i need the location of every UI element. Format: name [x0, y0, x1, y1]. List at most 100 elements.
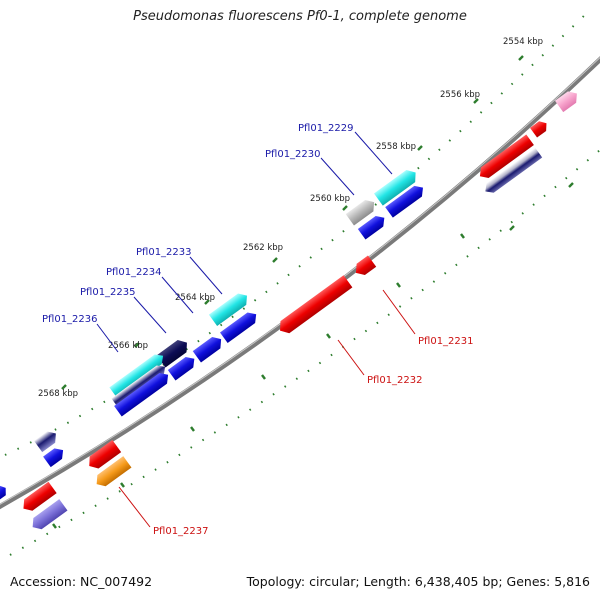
gene-label-pfl01-2234[interactable]: Pfl01_2234	[106, 267, 162, 278]
gene-block[interactable]	[109, 351, 166, 398]
gene-block[interactable]	[357, 213, 388, 240]
gene-label-pfl01-2236[interactable]: Pfl01_2236	[42, 314, 98, 325]
ruler-label: 2556 kbp	[440, 90, 480, 100]
gene-block-shape[interactable]	[276, 275, 353, 337]
major-ticks	[52, 55, 574, 529]
tick-mark	[61, 384, 67, 390]
gene-block[interactable]	[345, 197, 378, 226]
gene-block-shape[interactable]	[111, 362, 168, 409]
leader-line	[337, 339, 365, 376]
tick-mark	[261, 374, 266, 380]
outer-ruler-track	[4, 9, 591, 456]
gene-block[interactable]	[208, 290, 251, 327]
gene-block-shape[interactable]	[93, 456, 132, 490]
gene-block[interactable]	[33, 428, 60, 453]
gene-block[interactable]	[352, 255, 377, 278]
gene-block[interactable]	[85, 439, 122, 472]
gene-block-shape[interactable]	[530, 118, 550, 138]
gene-block-shape[interactable]	[43, 445, 67, 468]
tick-mark	[134, 342, 140, 348]
tick-mark	[396, 282, 401, 288]
gene-block-shape[interactable]	[114, 370, 172, 417]
gene-block-shape[interactable]	[385, 182, 427, 218]
gene-block[interactable]	[43, 445, 67, 468]
tick-mark	[190, 426, 195, 432]
gene-block-shape[interactable]	[192, 334, 225, 363]
gene-label-pfl01-2231[interactable]: Pfl01_2231	[418, 336, 474, 347]
gene-block-shape[interactable]	[352, 255, 377, 278]
leader-line	[96, 323, 119, 353]
gene-block-shape[interactable]	[345, 197, 378, 226]
gene-block[interactable]	[192, 334, 225, 363]
gene-block-shape[interactable]	[208, 290, 251, 327]
ruler-label: 2568 kbp	[38, 389, 78, 399]
tick-mark	[326, 333, 331, 339]
leader-line	[161, 276, 194, 314]
gene-block-shape[interactable]	[19, 481, 57, 514]
gene-block[interactable]	[373, 166, 420, 206]
gene-block-shape[interactable]	[373, 166, 420, 206]
tick-mark	[473, 98, 479, 104]
gene-block-shape[interactable]	[29, 499, 68, 533]
accession-label: Accession: NC_007492	[10, 574, 153, 589]
gene-block-shape[interactable]	[476, 134, 534, 182]
leader-line	[133, 296, 167, 334]
inner-ruler-track	[9, 149, 600, 556]
tick-mark	[342, 205, 348, 211]
gene-labels: Pfl01_2229 Pfl01_2230 Pfl01_2233 Pfl01_2…	[42, 123, 474, 537]
gene-block-shape[interactable]	[167, 354, 198, 381]
gene-block[interactable]	[219, 309, 260, 344]
ruler-label: 2558 kbp	[376, 142, 416, 152]
tick-mark	[568, 182, 574, 188]
gene-block[interactable]	[114, 370, 172, 417]
gene-block[interactable]	[0, 483, 9, 501]
gene-block-shape[interactable]	[219, 309, 260, 344]
gene-label-pfl01-2233[interactable]: Pfl01_2233	[136, 247, 192, 258]
gene-block[interactable]	[482, 147, 543, 197]
gene-block[interactable]	[385, 182, 427, 218]
gene-label-pfl01-2229[interactable]: Pfl01_2229	[298, 123, 354, 134]
ruler-label: 2564 kbp	[175, 293, 215, 303]
gene-block-shape[interactable]	[482, 147, 543, 197]
gene-block[interactable]	[476, 134, 534, 182]
gene-block[interactable]	[19, 481, 57, 514]
gene-block-shape[interactable]	[0, 483, 9, 501]
genome-summary-label: Topology: circular; Length: 6,438,405 bp…	[246, 574, 590, 589]
gene-block[interactable]	[276, 275, 353, 337]
ruler-tracks	[4, 9, 600, 556]
genome-backbone-highlight	[0, 56, 600, 505]
ruler-label: 2562 kbp	[243, 243, 283, 253]
gene-block[interactable]	[530, 118, 550, 138]
gene-label-pfl01-2237[interactable]: Pfl01_2237	[153, 526, 209, 537]
gene-block-shape[interactable]	[85, 439, 122, 472]
tick-mark	[272, 257, 278, 263]
gene-block-shape[interactable]	[156, 337, 192, 368]
leader-line	[320, 157, 355, 196]
gene-block-shape[interactable]	[554, 88, 581, 113]
leader-line	[354, 131, 393, 175]
tick-mark	[52, 523, 57, 529]
gene-block[interactable]	[167, 354, 198, 381]
tick-mark	[509, 225, 515, 231]
ruler-labels: 2554 kbp 2556 kbp 2558 kbp 2560 kbp 2562…	[38, 37, 543, 399]
gene-block-shape[interactable]	[357, 213, 388, 240]
leader-line	[382, 289, 416, 335]
gene-block[interactable]	[29, 499, 68, 533]
tick-mark	[417, 145, 423, 151]
gene-block-shape[interactable]	[33, 428, 60, 453]
tick-mark	[460, 233, 465, 239]
gene-block-shape[interactable]	[109, 351, 166, 398]
gene-features[interactable]	[0, 88, 581, 533]
gene-block[interactable]	[111, 362, 168, 409]
gene-block[interactable]	[554, 88, 581, 113]
gene-block[interactable]	[93, 456, 132, 490]
gene-label-pfl01-2230[interactable]: Pfl01_2230	[265, 149, 321, 160]
tick-mark	[120, 482, 125, 488]
gene-label-pfl01-2232[interactable]: Pfl01_2232	[367, 375, 423, 386]
leader-line	[189, 256, 223, 295]
genome-backbone	[0, 56, 600, 510]
gene-block[interactable]	[156, 337, 192, 368]
gene-label-pfl01-2235[interactable]: Pfl01_2235	[80, 287, 136, 298]
ruler-label: 2560 kbp	[310, 194, 350, 204]
